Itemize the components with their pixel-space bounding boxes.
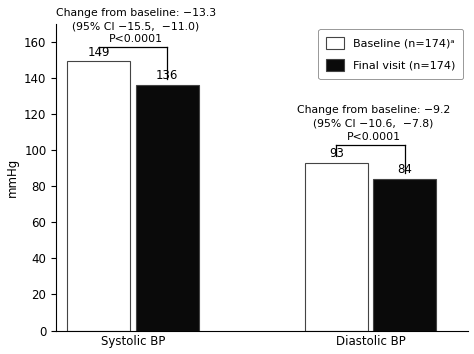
Y-axis label: mmHg: mmHg — [6, 158, 18, 197]
Bar — [305, 162, 368, 331]
Text: 149: 149 — [88, 46, 110, 59]
Text: Change from baseline: −9.2
(95% CI −10.6,  −7.8)
P<0.0001: Change from baseline: −9.2 (95% CI −10.6… — [297, 105, 450, 142]
Bar — [136, 85, 199, 331]
Legend: Baseline (n=174)ᵃ, Final visit (n=174): Baseline (n=174)ᵃ, Final visit (n=174) — [319, 29, 463, 79]
Text: 93: 93 — [329, 147, 344, 160]
Text: Change from baseline: −13.3
(95% CI −15.5,  −11.0)
P<0.0001: Change from baseline: −13.3 (95% CI −15.… — [56, 8, 216, 44]
Text: 84: 84 — [397, 163, 412, 176]
Bar — [67, 62, 130, 331]
Bar — [374, 179, 436, 331]
Text: 136: 136 — [156, 69, 179, 82]
